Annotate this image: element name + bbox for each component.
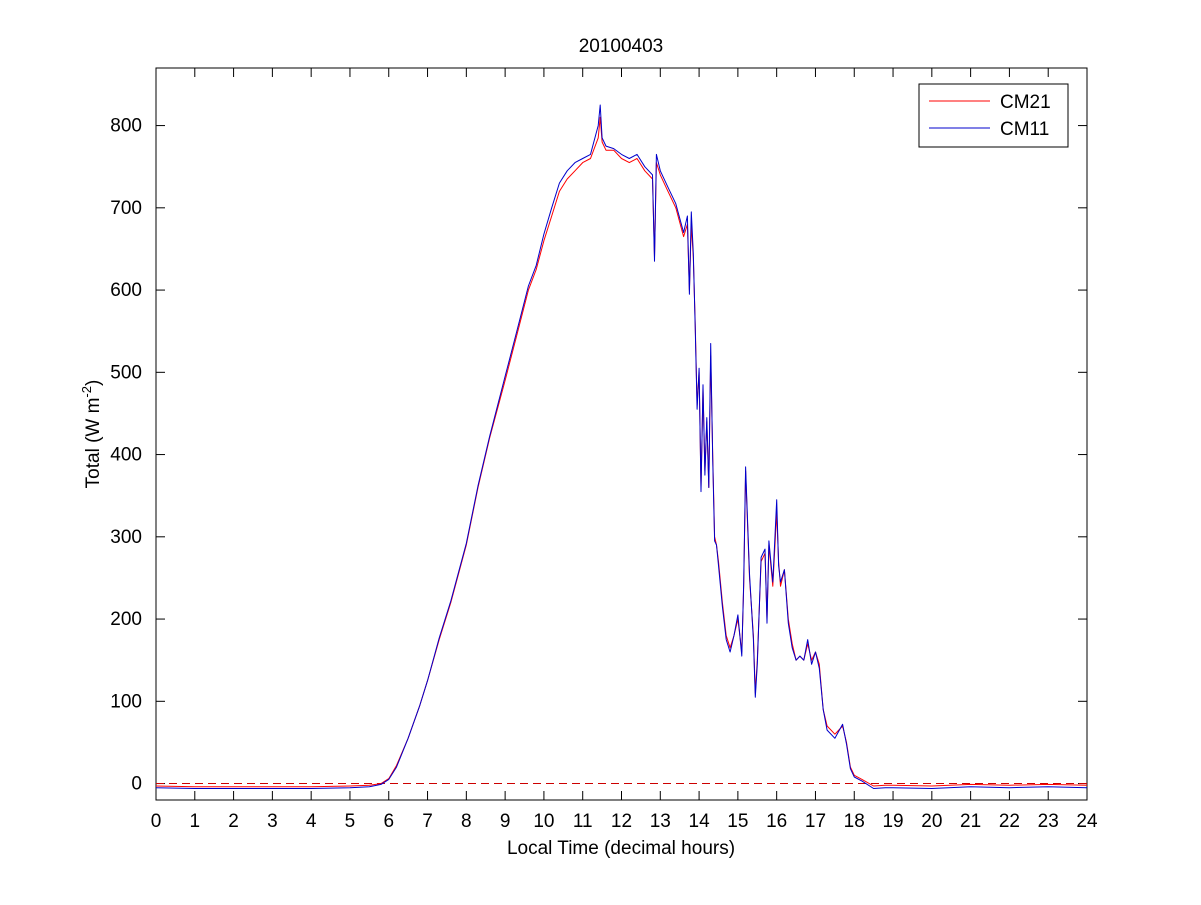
y-axis-label-superscript: -2 bbox=[79, 386, 94, 398]
x-tick-label: 17 bbox=[805, 811, 826, 832]
x-tick-label: 20 bbox=[921, 811, 942, 832]
x-tick-label: 18 bbox=[844, 811, 865, 832]
y-tick-label: 200 bbox=[110, 609, 142, 630]
y-tick-label: 500 bbox=[110, 362, 142, 383]
x-tick-label: 10 bbox=[533, 811, 554, 832]
chart-title: 20100403 bbox=[579, 36, 664, 57]
x-tick-label: 13 bbox=[650, 811, 671, 832]
series-layer bbox=[155, 104, 1088, 789]
y-tick-label: 0 bbox=[131, 774, 142, 795]
legend-label-cm21: CM21 bbox=[1000, 92, 1051, 113]
x-tick-label: 1 bbox=[190, 811, 201, 832]
y-tick-label: 300 bbox=[110, 527, 142, 548]
plot-area-frame bbox=[155, 67, 1088, 801]
y-tick-label: 400 bbox=[110, 445, 142, 466]
y-axis-label-close: ) bbox=[83, 380, 104, 386]
x-tick-label: 24 bbox=[1076, 811, 1098, 832]
y-axis-label-main: Total (W m bbox=[83, 398, 104, 489]
x-tick-label: 16 bbox=[766, 811, 787, 832]
x-tick-label: 7 bbox=[422, 811, 433, 832]
x-tick-label: 11 bbox=[573, 811, 593, 832]
x-tick-label: 9 bbox=[500, 811, 511, 832]
x-tick-label: 23 bbox=[1038, 811, 1059, 832]
y-tick-label: 100 bbox=[110, 691, 142, 712]
x-tick-label: 19 bbox=[882, 811, 903, 832]
x-tick-label: 12 bbox=[611, 811, 632, 832]
x-tick-label: 8 bbox=[461, 811, 472, 832]
x-axis-label: Local Time (decimal hours) bbox=[507, 838, 735, 859]
x-tick-label: 4 bbox=[306, 811, 317, 832]
y-tick-label: 700 bbox=[110, 198, 142, 219]
y-tick-label: 800 bbox=[110, 116, 142, 137]
x-tick-label: 15 bbox=[727, 811, 748, 832]
y-tick-label: 600 bbox=[110, 280, 142, 301]
legend: CM21 CM11 bbox=[918, 83, 1069, 148]
x-tick-label: 6 bbox=[383, 811, 394, 832]
x-tick-label: 14 bbox=[689, 811, 711, 832]
y-axis-label: Total (W m-2) bbox=[79, 380, 104, 489]
x-tick-label: 0 bbox=[151, 811, 162, 832]
x-tick-label: 21 bbox=[960, 811, 981, 832]
x-axis: 0 1 2 3 4 5 6 7 8 9 10 11 12 13 14 15 16 17 18 19 20 21 22 23 24 bbox=[151, 68, 1098, 832]
x-tick-label: 2 bbox=[228, 811, 239, 832]
legend-box bbox=[918, 83, 1069, 148]
x-tick-label: 22 bbox=[999, 811, 1020, 832]
series-line-cm11 bbox=[155, 104, 1088, 789]
y-axis: 0 100 200 300 400 500 600 700 800 bbox=[110, 116, 1087, 795]
x-tick-label: 3 bbox=[267, 811, 278, 832]
legend-label-cm11: CM11 bbox=[1000, 119, 1049, 140]
x-tick-label: 5 bbox=[345, 811, 356, 832]
